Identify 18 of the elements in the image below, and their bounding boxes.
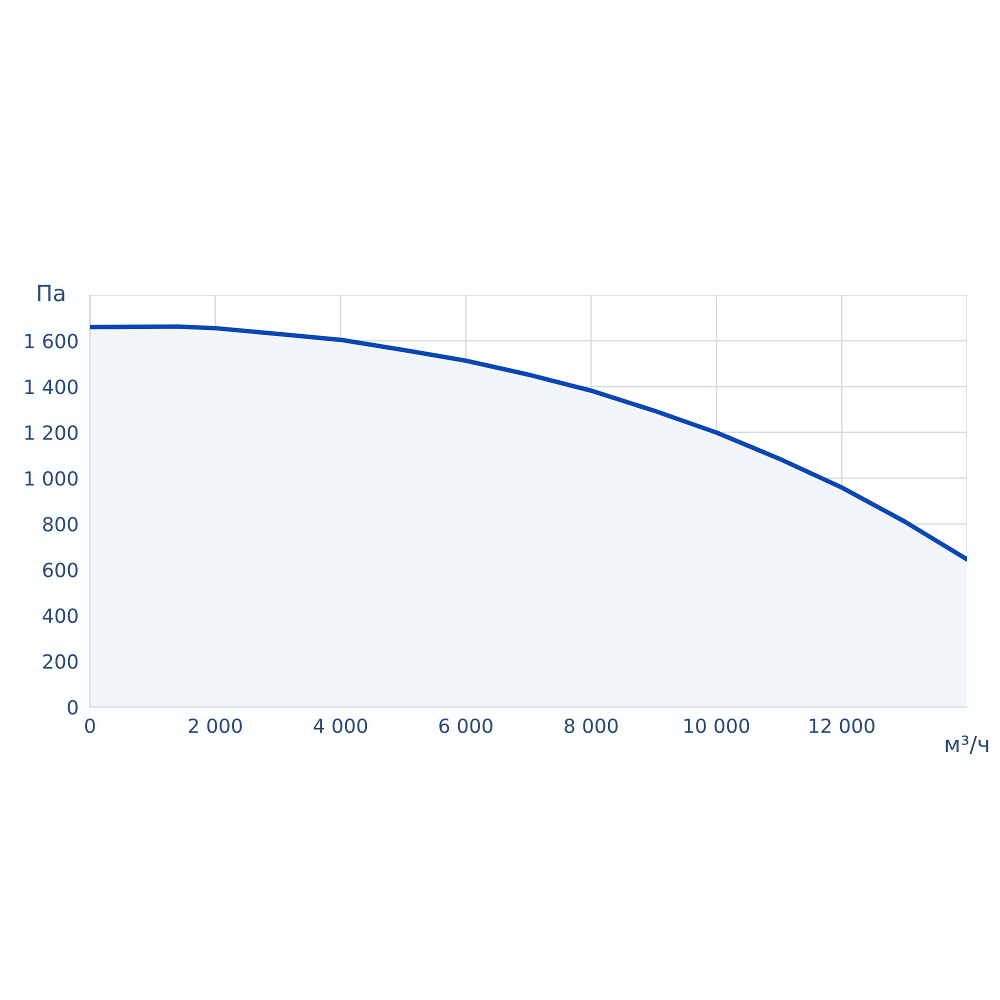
x-tick-label: 12 000 [810, 718, 874, 734]
y-tick-label: 400 [42, 608, 78, 624]
y-axis-title: Па [38, 284, 64, 302]
y-tick-label: 800 [43, 516, 78, 532]
y-tick-label: 200 [43, 654, 78, 669]
x-tick-label: 4 000 [314, 718, 368, 734]
x-axis-title: м³/ч [946, 736, 988, 754]
x-tick-label: 2 000 [188, 718, 242, 734]
y-tick-label: 1 600 [25, 334, 78, 348]
x-tick-label: 8 000 [564, 718, 618, 734]
y-tick-label: 1 400 [25, 380, 78, 394]
x-tick-label: 6 000 [439, 718, 492, 734]
y-tick-label: 0 [68, 700, 78, 715]
y-tick-label: 600 [43, 562, 78, 578]
x-tick-label: 0 [85, 718, 95, 734]
y-tick-label: 1 000 [25, 471, 78, 486]
y-tick-label: 1 200 [25, 425, 78, 440]
x-tick-label: 10 000 [684, 718, 750, 734]
